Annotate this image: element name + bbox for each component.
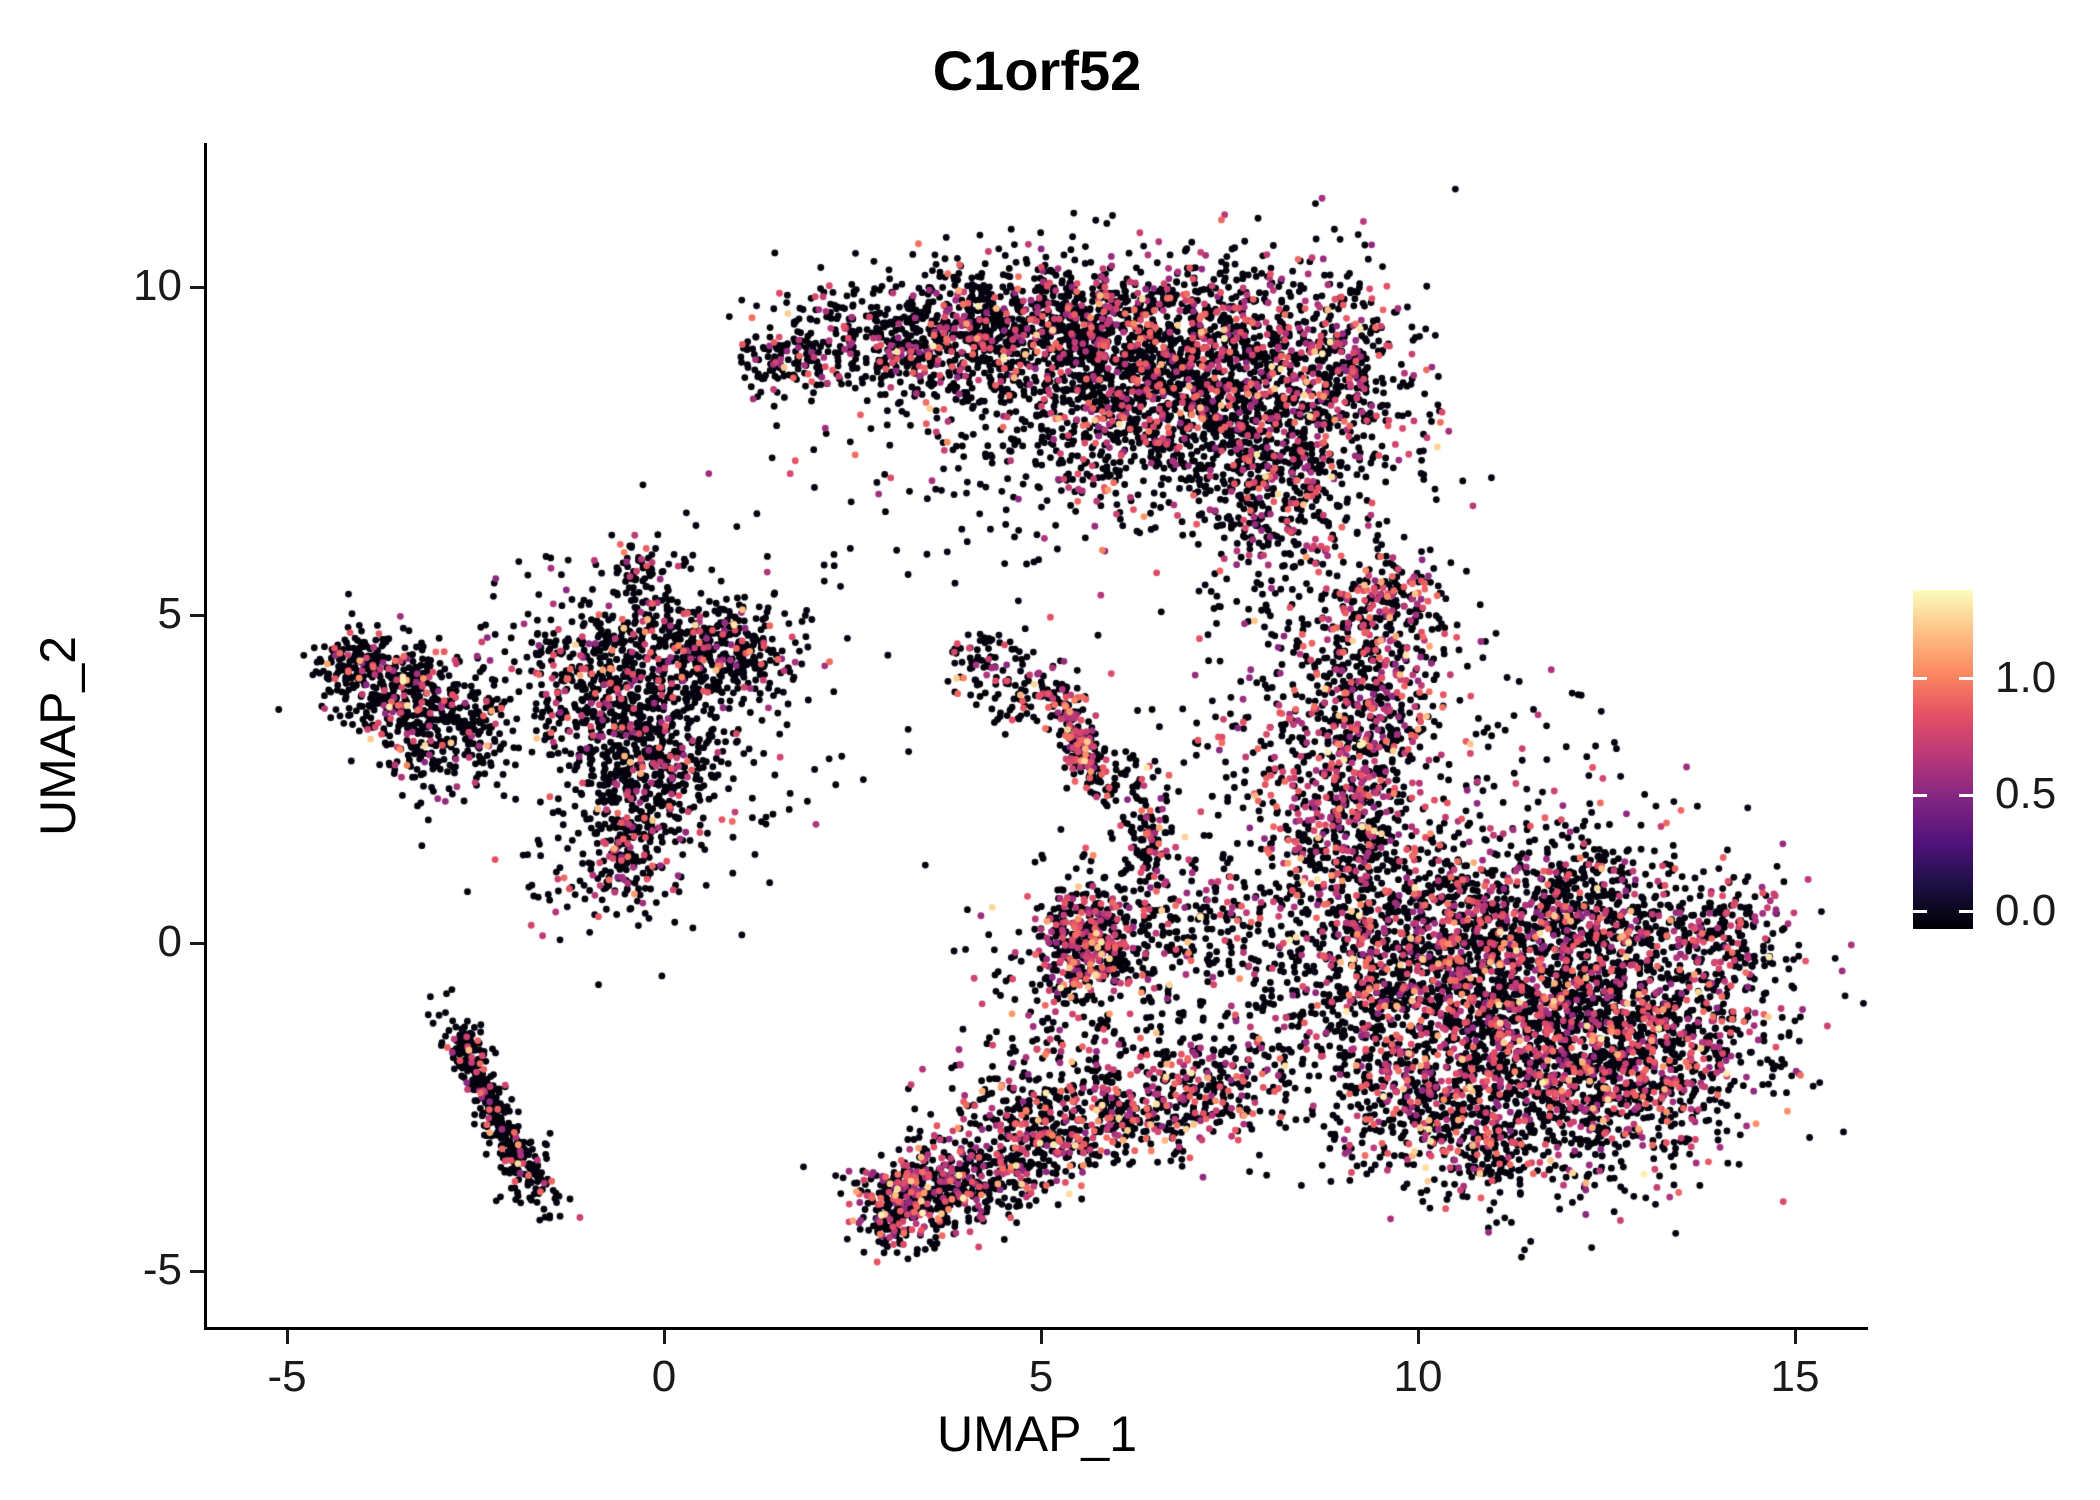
y-tick-label: 5 [157, 589, 182, 638]
x-tick-mark [662, 1330, 666, 1344]
y-tick-mark [190, 941, 204, 945]
plot-title: C1orf52 [932, 39, 1142, 102]
colorbar-tick-mark [1959, 793, 1973, 797]
colorbar-tick-mark [1913, 677, 1927, 681]
x-tick-mark [1793, 1330, 1797, 1344]
colorbar-tick-mark [1959, 677, 1973, 681]
colorbar-tick-mark [1959, 910, 1973, 914]
colorbar-tick-mark [1913, 910, 1927, 914]
y-axis-label: UMAP_2 [30, 635, 86, 837]
x-tick-label: 5 [1028, 1352, 1054, 1401]
x-tick-mark [285, 1330, 289, 1344]
x-axis-label: UMAP_1 [936, 1406, 1138, 1462]
x-tick-label: 10 [1393, 1352, 1443, 1401]
colorbar-tick-label: 0.0 [1995, 885, 2057, 935]
y-tick-mark [190, 285, 204, 289]
y-tick-label: 0 [157, 917, 182, 966]
x-tick-label: 0 [651, 1352, 677, 1401]
x-tick-mark [1416, 1330, 1420, 1344]
x-tick-label: 15 [1770, 1352, 1820, 1401]
y-tick-label: 10 [133, 261, 182, 310]
colorbar-gradient [1913, 590, 1973, 929]
colorbar-tick-mark [1913, 793, 1927, 797]
colorbar-tick-label: 1.0 [1995, 652, 2057, 702]
x-tick-mark [1039, 1330, 1043, 1344]
x-tick-label: -5 [267, 1352, 307, 1401]
colorbar-tick-label: 0.5 [1995, 769, 2057, 819]
y-tick-label: -5 [142, 1245, 182, 1294]
y-tick-mark [190, 613, 204, 617]
y-tick-mark [190, 1269, 204, 1273]
